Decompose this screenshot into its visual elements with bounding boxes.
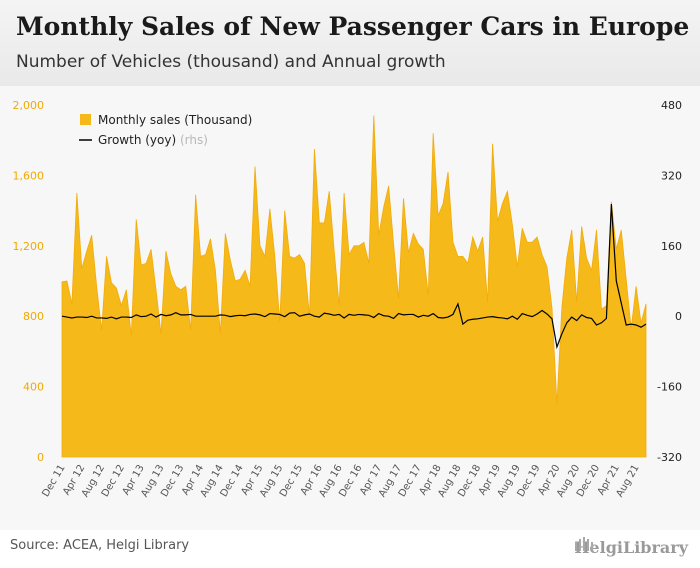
- source-text: Source: ACEA, Helgi Library: [10, 538, 190, 553]
- footer: Source: ACEA, Helgi Library HelgiLibrary: [0, 530, 700, 568]
- chart-title: Monthly Sales of New Passenger Cars in E…: [16, 12, 690, 41]
- legend-growth-label: Growth (yoy) (rhs): [98, 133, 208, 147]
- left-axis-tick-label: 0: [37, 451, 44, 464]
- right-axis-tick-label: -160: [657, 381, 682, 394]
- right-axis-tick-label: 480: [661, 99, 682, 112]
- growth-line: [61, 203, 647, 350]
- right-axis-tick-label: -320: [657, 451, 682, 464]
- left-axis-tick-label: 400: [23, 381, 44, 394]
- chart-subtitle: Number of Vehicles (thousand) and Annual…: [16, 52, 446, 72]
- left-axis-tick-label: 800: [23, 310, 44, 323]
- chart-area: 0 400 800 1,200 1,600 2,000 -320 -160 0 160 320 480…: [0, 86, 700, 530]
- right-axis-tick-label: 160: [661, 240, 682, 253]
- helgi-library-logo[interactable]: HelgiLibrary: [574, 536, 688, 558]
- legend-sales-swatch: [80, 114, 91, 125]
- logo-text: HelgiLibrary: [574, 537, 688, 557]
- legend-growth-suffix: (rhs): [180, 133, 208, 147]
- left-axis-tick-label: 1,200: [13, 240, 45, 253]
- right-axis-tick-label: 320: [661, 169, 682, 182]
- right-axis-tick-label: 0: [675, 310, 682, 323]
- sales-area: [61, 115, 647, 458]
- chart-svg: 0 400 800 1,200 1,600 2,000 -320 -160 0 160 320 480…: [13, 99, 683, 499]
- left-axis-tick-label: 1,600: [13, 169, 45, 182]
- helgi-library-logo-icon: [575, 537, 594, 551]
- header: Monthly Sales of New Passenger Cars in E…: [0, 0, 700, 86]
- left-axis-tick-label: 2,000: [13, 99, 45, 112]
- legend-sales-label: Monthly sales (Thousand): [98, 113, 252, 127]
